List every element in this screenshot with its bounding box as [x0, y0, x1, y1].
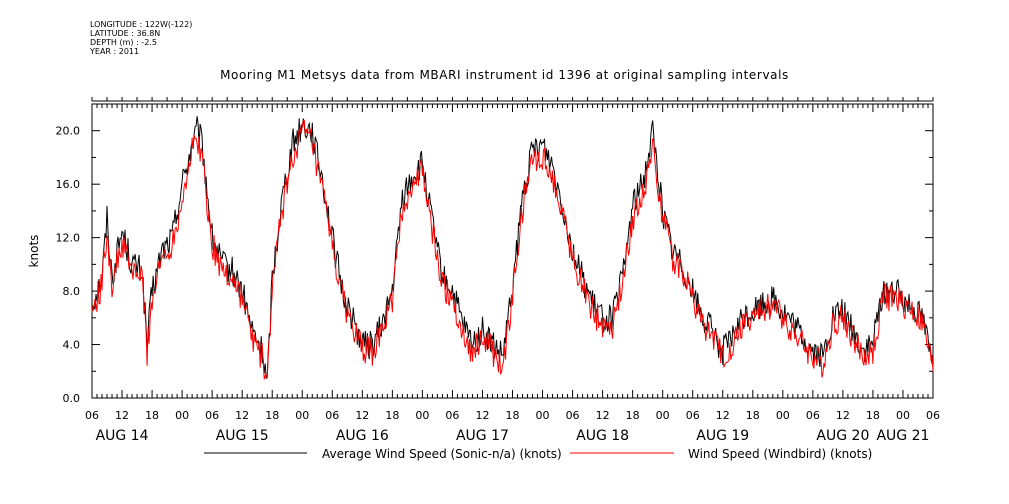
- x-tick-label: 00: [656, 409, 670, 422]
- x-tick-label: 12: [115, 409, 129, 422]
- x-tick-label: 18: [866, 409, 880, 422]
- legend: Average Wind Speed (Sonic-n/a) (knots) W…: [204, 447, 872, 461]
- x-tick-label: 12: [235, 409, 249, 422]
- x-tick-label: 00: [536, 409, 550, 422]
- x-tick-label: 12: [475, 409, 489, 422]
- x-tick-label: 12: [596, 409, 610, 422]
- x-tick-label: 12: [716, 409, 730, 422]
- legend-label-windbird: Wind Speed (Windbird) (knots): [688, 447, 872, 461]
- x-tick-label: 18: [385, 409, 399, 422]
- x-day-label: AUG 20: [816, 428, 869, 444]
- x-day-label: AUG 17: [456, 428, 509, 444]
- x-tick-label: 06: [325, 409, 339, 422]
- x-day-label: AUG 16: [336, 428, 389, 444]
- x-day-label: AUG 15: [216, 428, 269, 444]
- series-line-windbird: [92, 120, 933, 379]
- x-tick-label: 18: [506, 409, 520, 422]
- x-tick-label: 12: [355, 409, 369, 422]
- x-tick-label: 06: [85, 409, 99, 422]
- x-tick-label: 18: [265, 409, 279, 422]
- x-day-label: AUG 14: [96, 428, 149, 444]
- x-tick-label: 18: [746, 409, 760, 422]
- x-tick-label: 06: [926, 409, 940, 422]
- wind-speed-chart: 0.04.08.012.016.020.0 06 12 18 00 06 12 18 00 06…: [0, 0, 1009, 504]
- x-axis: 06 12 18 00 06 12 18 00 06 12 18 00 06 12 18 00 06 12 18 00…: [85, 97, 940, 444]
- y-tick-label: 8.0: [63, 285, 81, 298]
- x-tick-label: 06: [205, 409, 219, 422]
- x-tick-label: 12: [836, 409, 850, 422]
- y-tick-label: 0.0: [63, 392, 81, 405]
- x-tick-label: 00: [175, 409, 189, 422]
- x-tick-label: 00: [896, 409, 910, 422]
- x-tick-label: 18: [626, 409, 640, 422]
- x-tick-label: 06: [806, 409, 820, 422]
- x-tick-label: 06: [566, 409, 580, 422]
- x-tick-label: 00: [295, 409, 309, 422]
- x-tick-label: 00: [776, 409, 790, 422]
- series-line-sonic: [92, 116, 933, 378]
- series-group: [92, 116, 933, 379]
- x-day-label: AUG 21: [876, 428, 929, 444]
- legend-label-sonic: Average Wind Speed (Sonic-n/a) (knots): [322, 447, 562, 461]
- y-axis-label: knots: [27, 235, 41, 268]
- x-tick-label: 00: [415, 409, 429, 422]
- x-day-label: AUG 18: [576, 428, 629, 444]
- x-tick-label: 06: [445, 409, 459, 422]
- x-tick-label: 06: [686, 409, 700, 422]
- y-tick-label: 12.0: [56, 232, 81, 245]
- x-tick-label: 18: [145, 409, 159, 422]
- y-tick-label: 16.0: [56, 178, 81, 191]
- y-tick-label: 20.0: [56, 125, 81, 138]
- y-tick-label: 4.0: [63, 339, 81, 352]
- x-day-label: AUG 19: [696, 428, 749, 444]
